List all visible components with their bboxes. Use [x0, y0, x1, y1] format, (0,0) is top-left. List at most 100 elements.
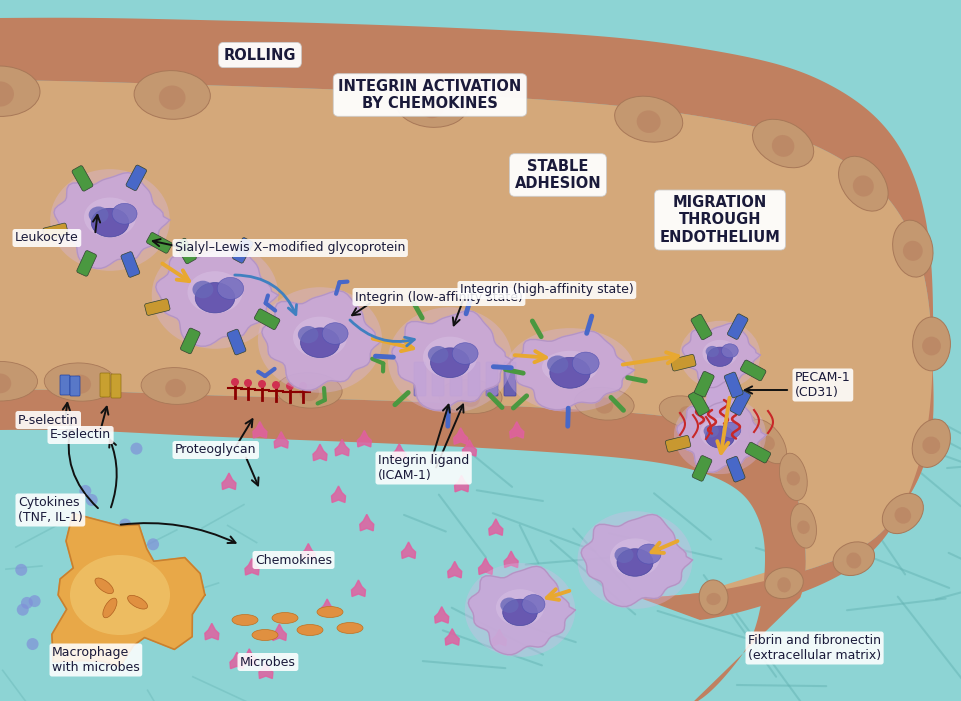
- Ellipse shape: [298, 326, 318, 343]
- Ellipse shape: [465, 563, 576, 657]
- Ellipse shape: [749, 419, 786, 463]
- Ellipse shape: [272, 613, 298, 623]
- Ellipse shape: [428, 346, 449, 363]
- FancyBboxPatch shape: [233, 238, 253, 263]
- Text: MIGRATION
THROUGH
ENDOTHELIUM: MIGRATION THROUGH ENDOTHELIUM: [659, 195, 780, 245]
- Ellipse shape: [50, 169, 170, 271]
- Ellipse shape: [617, 549, 653, 576]
- Text: Microbes: Microbes: [240, 655, 296, 669]
- Ellipse shape: [135, 71, 210, 119]
- Polygon shape: [510, 422, 524, 438]
- Ellipse shape: [700, 580, 728, 615]
- Polygon shape: [682, 323, 760, 388]
- Polygon shape: [505, 551, 518, 568]
- FancyBboxPatch shape: [486, 362, 498, 396]
- FancyBboxPatch shape: [468, 362, 480, 396]
- Ellipse shape: [729, 417, 745, 433]
- Ellipse shape: [293, 317, 347, 358]
- Ellipse shape: [637, 110, 661, 133]
- Circle shape: [231, 378, 239, 386]
- Polygon shape: [242, 649, 257, 665]
- Polygon shape: [705, 370, 735, 420]
- Ellipse shape: [595, 397, 613, 414]
- FancyBboxPatch shape: [176, 238, 196, 264]
- Ellipse shape: [893, 220, 933, 277]
- Circle shape: [272, 381, 280, 389]
- FancyBboxPatch shape: [665, 435, 691, 452]
- Polygon shape: [448, 562, 461, 578]
- Polygon shape: [320, 599, 334, 615]
- Text: P-selectin: P-selectin: [18, 414, 79, 426]
- FancyBboxPatch shape: [727, 314, 748, 339]
- Ellipse shape: [722, 422, 741, 438]
- Ellipse shape: [439, 380, 502, 414]
- Text: STABLE
ADHESION: STABLE ADHESION: [515, 159, 602, 191]
- Ellipse shape: [674, 396, 766, 474]
- FancyBboxPatch shape: [77, 250, 96, 276]
- Ellipse shape: [159, 86, 185, 110]
- Polygon shape: [402, 542, 415, 559]
- Ellipse shape: [610, 538, 660, 577]
- Polygon shape: [332, 486, 346, 503]
- Polygon shape: [156, 245, 278, 346]
- FancyBboxPatch shape: [121, 252, 139, 278]
- Ellipse shape: [128, 595, 147, 609]
- Polygon shape: [462, 440, 477, 456]
- Polygon shape: [274, 432, 288, 448]
- FancyBboxPatch shape: [504, 362, 516, 396]
- Ellipse shape: [0, 66, 40, 116]
- Ellipse shape: [112, 203, 137, 224]
- Ellipse shape: [322, 322, 348, 344]
- Circle shape: [119, 519, 132, 531]
- Polygon shape: [222, 473, 236, 489]
- Ellipse shape: [787, 471, 800, 486]
- FancyBboxPatch shape: [126, 165, 147, 191]
- Polygon shape: [468, 566, 576, 655]
- FancyBboxPatch shape: [181, 328, 200, 354]
- Ellipse shape: [575, 388, 634, 420]
- Polygon shape: [454, 428, 468, 444]
- FancyBboxPatch shape: [227, 329, 246, 355]
- Ellipse shape: [913, 317, 950, 371]
- Ellipse shape: [550, 358, 590, 388]
- Ellipse shape: [195, 283, 234, 313]
- FancyBboxPatch shape: [730, 390, 751, 416]
- Circle shape: [29, 595, 40, 607]
- Ellipse shape: [765, 568, 803, 599]
- Polygon shape: [54, 172, 170, 268]
- Polygon shape: [335, 440, 349, 456]
- FancyBboxPatch shape: [111, 374, 121, 398]
- Text: INTEGRIN ACTIVATION
BY CHEMOKINES: INTEGRIN ACTIVATION BY CHEMOKINES: [338, 79, 522, 111]
- Circle shape: [72, 551, 84, 564]
- Polygon shape: [492, 629, 506, 646]
- Ellipse shape: [0, 362, 37, 401]
- Ellipse shape: [852, 175, 874, 196]
- Circle shape: [131, 442, 142, 455]
- Polygon shape: [0, 390, 805, 701]
- FancyBboxPatch shape: [70, 376, 80, 396]
- Ellipse shape: [772, 135, 795, 157]
- Ellipse shape: [232, 615, 258, 625]
- Polygon shape: [581, 515, 693, 606]
- Polygon shape: [302, 543, 315, 560]
- Ellipse shape: [69, 374, 91, 394]
- Circle shape: [86, 494, 98, 506]
- Ellipse shape: [297, 625, 323, 636]
- Text: Chemokines: Chemokines: [255, 554, 332, 566]
- Ellipse shape: [542, 350, 598, 383]
- Ellipse shape: [276, 373, 342, 408]
- Ellipse shape: [91, 208, 129, 237]
- Text: Leukocyte: Leukocyte: [15, 231, 79, 245]
- Ellipse shape: [522, 594, 545, 614]
- Text: Fibrin and fibronectin
(extracellular matrix): Fibrin and fibronectin (extracellular ma…: [748, 634, 881, 662]
- Polygon shape: [455, 475, 469, 492]
- Ellipse shape: [777, 577, 791, 592]
- Text: Sialyl–Lewis X–modified glycoprotein: Sialyl–Lewis X–modified glycoprotein: [175, 242, 406, 254]
- Ellipse shape: [712, 404, 761, 442]
- Ellipse shape: [578, 511, 693, 609]
- Polygon shape: [479, 558, 493, 575]
- Ellipse shape: [833, 542, 875, 576]
- Ellipse shape: [503, 599, 537, 625]
- FancyBboxPatch shape: [72, 165, 93, 191]
- FancyBboxPatch shape: [745, 442, 771, 463]
